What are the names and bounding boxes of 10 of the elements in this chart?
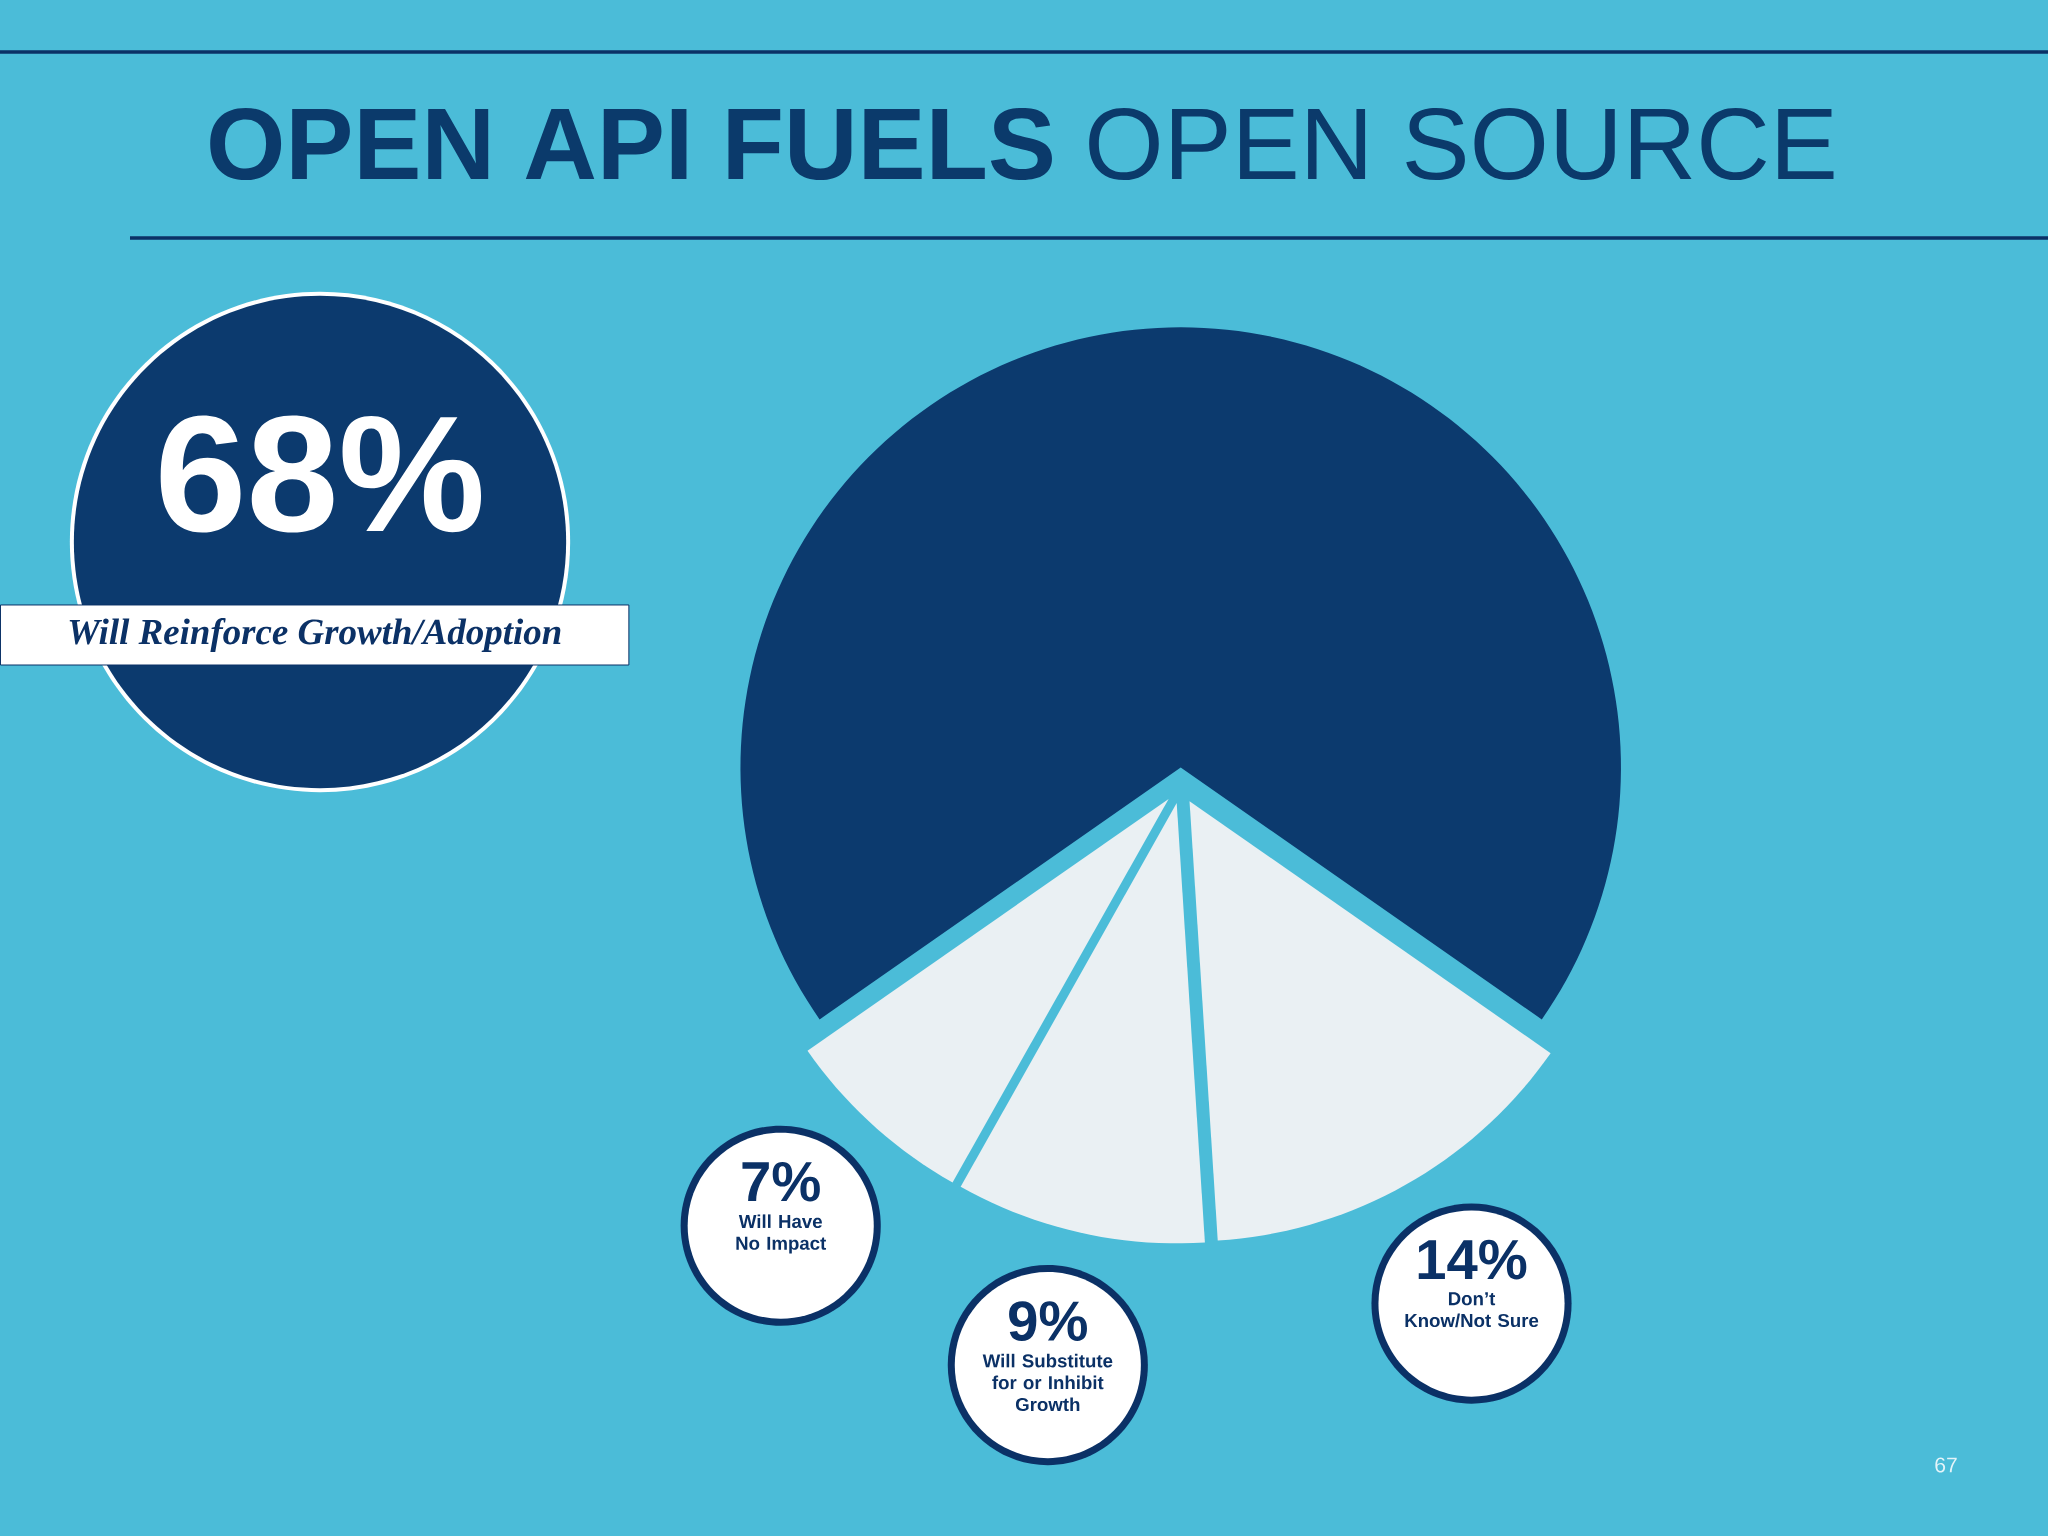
chart-title: OPEN API FUELS OPEN SOURCE bbox=[210, 107, 1834, 181]
slice-label: Don’t Know/Not Sure bbox=[1405, 1292, 1539, 1328]
slice-label: Will Reinforce Growth/Adoption bbox=[69, 618, 561, 652]
data-label: 68% bbox=[160, 415, 482, 533]
slice-label: Will Substitute for or Inhibit Growth bbox=[982, 1353, 1113, 1412]
slice-label: Will Have No Impact bbox=[736, 1214, 827, 1254]
text: 67 bbox=[1935, 1457, 1957, 1473]
data-label: 7% bbox=[742, 1161, 820, 1202]
data-label: 14% bbox=[1418, 1239, 1527, 1280]
data-label: 9% bbox=[1009, 1301, 1087, 1342]
